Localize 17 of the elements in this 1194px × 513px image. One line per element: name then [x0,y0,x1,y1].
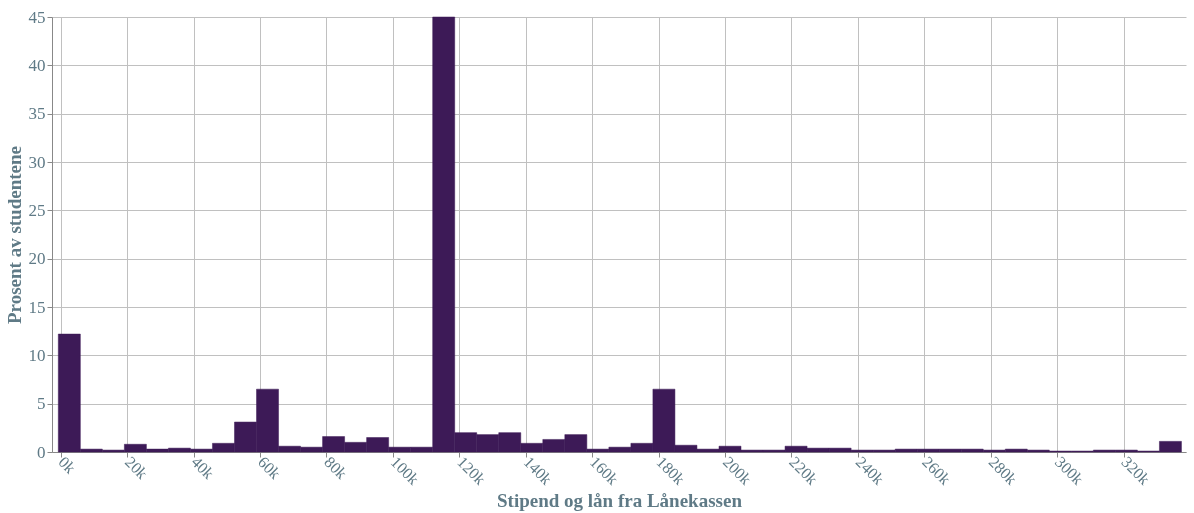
x-tick-label: 80k [321,453,351,483]
y-tick-label: 20 [28,249,46,269]
y-tick-label: 10 [28,345,46,365]
x-tick-label: 0k [55,453,79,477]
y-tick-label: 30 [28,152,46,172]
x-axis-title: Stipend og lån fra Lånekassen [497,489,743,511]
y-tick-label: 35 [28,104,46,124]
y-tick-label: 25 [28,200,46,220]
y-tick-label: 45 [28,7,46,27]
y-tick-label: 0 [37,442,46,462]
x-tick-label: 60k [254,453,284,483]
y-tick-label: 5 [37,394,46,414]
y-tick-label: 40 [28,55,46,75]
x-tick-label: 20k [121,453,151,483]
x-tick-label: 40k [188,453,218,483]
y-axis-title: Prosent av studentene [3,145,25,325]
y-tick-label: 15 [28,297,46,317]
